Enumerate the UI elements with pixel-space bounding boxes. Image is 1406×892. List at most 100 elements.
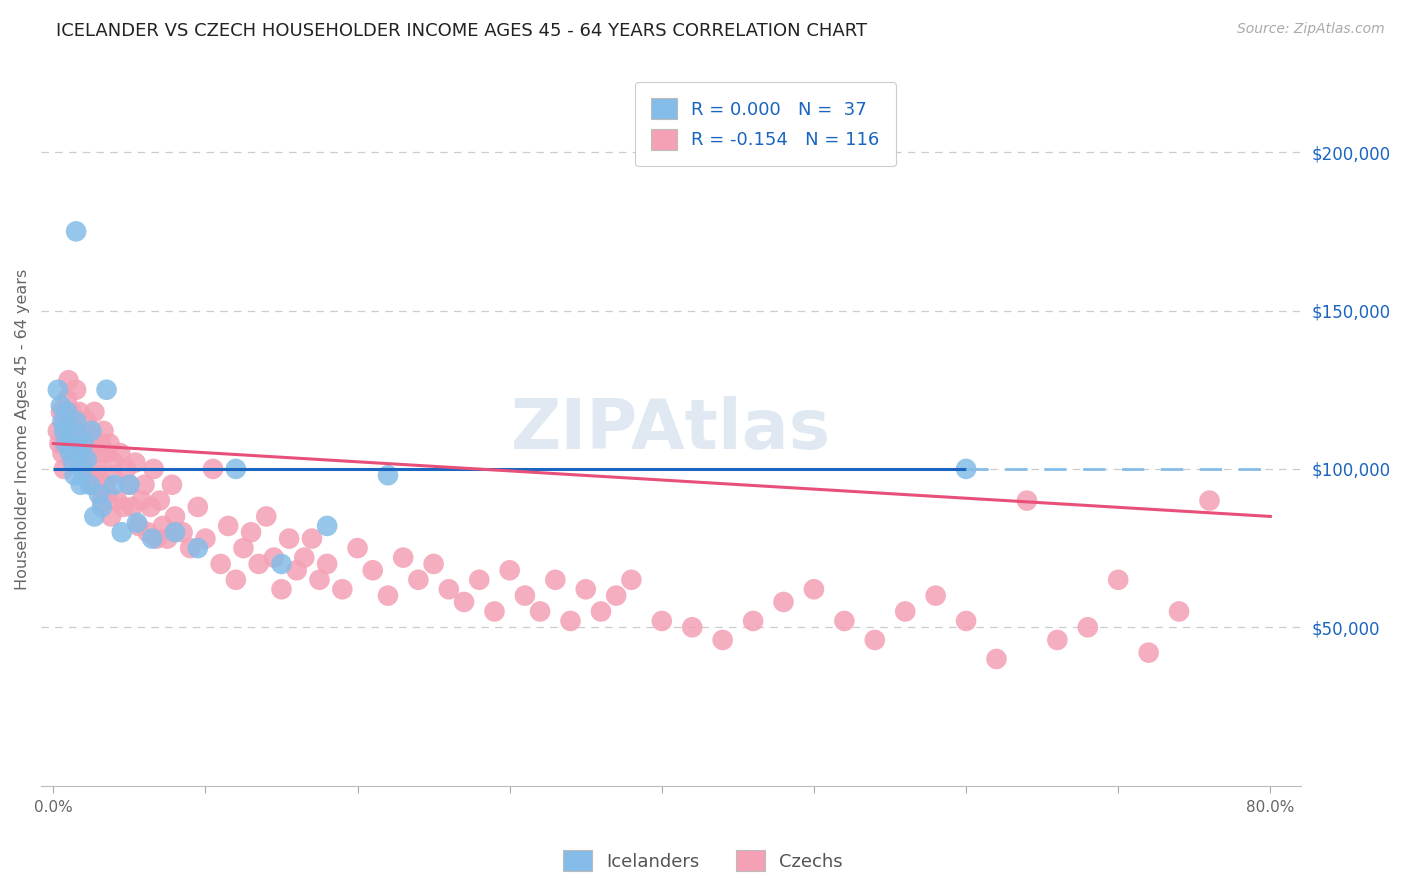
Point [83, 405, 105, 419]
Text: Source: ZipAtlas.com: Source: ZipAtlas.com [1237, 22, 1385, 37]
Point [98, 436, 121, 450]
Point [51, 446, 73, 460]
Point [468, 573, 491, 587]
Point [118, 477, 141, 491]
Point [105, 493, 128, 508]
Point [125, 516, 148, 530]
Legend: Icelanders, Czechs: Icelanders, Czechs [555, 843, 851, 879]
Point [145, 532, 167, 546]
Point [66, 436, 89, 450]
Point [316, 557, 339, 571]
Point [139, 500, 162, 514]
Point [67, 446, 90, 460]
Point [63, 468, 86, 483]
Point [1137, 646, 1160, 660]
Point [70, 462, 93, 476]
Point [232, 541, 254, 555]
Point [513, 589, 536, 603]
Point [76, 452, 98, 467]
Point [96, 446, 118, 460]
Point [711, 632, 734, 647]
Point [894, 604, 917, 618]
Point [149, 493, 172, 508]
Point [955, 614, 977, 628]
Point [49, 399, 72, 413]
Point [202, 462, 225, 476]
Point [422, 557, 444, 571]
Point [179, 541, 201, 555]
Point [69, 477, 91, 491]
Point [560, 614, 582, 628]
Point [1077, 620, 1099, 634]
Y-axis label: Householder Income Ages 45 - 64 years: Householder Income Ages 45 - 64 years [15, 268, 30, 590]
Point [1168, 604, 1191, 618]
Point [55, 436, 77, 450]
Point [270, 557, 292, 571]
Point [142, 462, 165, 476]
Point [1198, 493, 1220, 508]
Point [91, 493, 114, 508]
Point [87, 468, 110, 483]
Point [254, 509, 277, 524]
Point [346, 541, 368, 555]
Point [924, 589, 946, 603]
Point [80, 424, 103, 438]
Point [772, 595, 794, 609]
Point [1015, 493, 1038, 508]
Point [499, 563, 522, 577]
Point [453, 595, 475, 609]
Point [93, 424, 115, 438]
Point [110, 446, 132, 460]
Point [56, 392, 79, 407]
Point [194, 532, 217, 546]
Point [803, 582, 825, 597]
Point [63, 424, 86, 438]
Point [48, 436, 70, 450]
Point [59, 430, 82, 444]
Point [285, 563, 308, 577]
Point [209, 557, 232, 571]
Point [97, 487, 120, 501]
Point [79, 477, 101, 491]
Text: ZIPAtlas: ZIPAtlas [510, 396, 831, 463]
Point [62, 446, 84, 460]
Point [575, 582, 598, 597]
Point [67, 405, 90, 419]
Point [79, 430, 101, 444]
Point [141, 532, 163, 546]
Point [58, 373, 80, 387]
Point [87, 487, 110, 501]
Point [60, 436, 83, 450]
Point [1046, 632, 1069, 647]
Point [392, 550, 415, 565]
Point [605, 589, 627, 603]
Point [70, 436, 93, 450]
Point [247, 557, 270, 571]
Point [111, 525, 134, 540]
Point [80, 436, 103, 450]
Point [127, 519, 149, 533]
Point [152, 519, 174, 533]
Point [301, 532, 323, 546]
Point [263, 550, 285, 565]
Point [136, 525, 159, 540]
Point [955, 462, 977, 476]
Point [84, 462, 107, 476]
Point [83, 509, 105, 524]
Legend: R = 0.000   N =  37, R = -0.154   N = 116: R = 0.000 N = 37, R = -0.154 N = 116 [636, 82, 896, 166]
Point [589, 604, 612, 618]
Point [77, 468, 100, 483]
Point [651, 614, 673, 628]
Point [620, 573, 643, 587]
Point [66, 430, 89, 444]
Point [160, 477, 183, 491]
Point [187, 541, 209, 555]
Point [82, 477, 104, 491]
Point [96, 383, 118, 397]
Point [46, 383, 69, 397]
Point [172, 525, 194, 540]
Point [278, 532, 301, 546]
Point [187, 500, 209, 514]
Point [101, 468, 124, 483]
Point [377, 468, 399, 483]
